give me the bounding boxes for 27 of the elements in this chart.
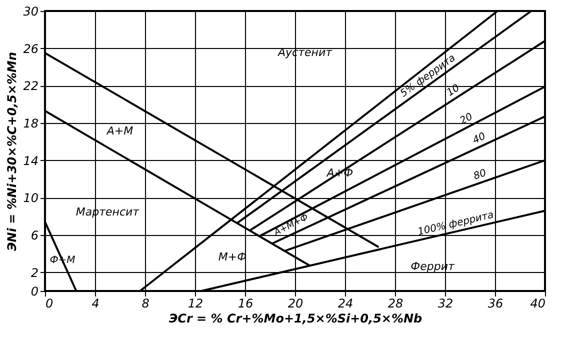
y-tick-label: 2 bbox=[30, 266, 38, 280]
x-tick-label: 28 bbox=[388, 296, 404, 310]
x-tick-label: 20 bbox=[288, 296, 304, 310]
x-tick-label: 40 bbox=[530, 296, 546, 310]
y-tick-label: 22 bbox=[23, 79, 38, 94]
y-tick-label: 26 bbox=[23, 42, 39, 56]
x-tick-label: 24 bbox=[338, 296, 354, 310]
y-tick-label: 30 bbox=[23, 4, 39, 18]
x-tick-label: 0 bbox=[46, 296, 54, 310]
annotation: 80 bbox=[472, 168, 488, 182]
x-tick-label: 4 bbox=[92, 296, 100, 310]
y-tick-label: 18 bbox=[23, 116, 39, 130]
y-tick-label: 14 bbox=[23, 154, 38, 168]
annotation: 40 bbox=[471, 131, 488, 146]
y-tick-label: 6 bbox=[30, 228, 39, 242]
annotation: M+Ф bbox=[218, 250, 247, 264]
x-tick-label: 8 bbox=[142, 296, 150, 310]
y-tick-label: 10 bbox=[23, 191, 39, 206]
annotation: 100% феррита bbox=[416, 210, 495, 238]
y-tick-label: 0 bbox=[30, 284, 39, 298]
x-tick-label: 12 bbox=[188, 296, 204, 310]
y-axis-title: ЭNi = %Ni+30×%C+0,5×%Mn bbox=[5, 52, 20, 252]
x-tick-label: 16 bbox=[238, 296, 254, 310]
x-tick-label: 32 bbox=[438, 296, 454, 310]
x-tick-label: 36 bbox=[488, 296, 504, 310]
annotation: A+M bbox=[106, 124, 134, 138]
x-axis-title: ЭCr = % Cr+%Mo+1,5×%Si+0,5×%Nb bbox=[168, 312, 423, 326]
